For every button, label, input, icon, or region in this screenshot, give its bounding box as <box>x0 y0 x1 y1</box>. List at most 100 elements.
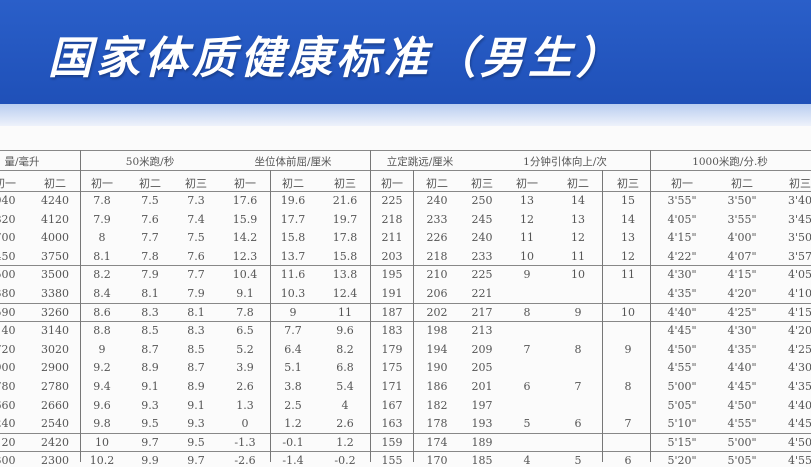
table-cell: 10 <box>571 268 585 282</box>
table-cell: 2780 <box>41 380 69 393</box>
table-cell: 8.4 <box>93 287 111 300</box>
table-cell: 7.8 <box>141 249 159 263</box>
column-header: 初一 <box>381 177 403 190</box>
table-cell: 9.7 <box>187 454 205 467</box>
table-cell: 3750 <box>41 249 69 263</box>
group-header: 50米跑/秒 <box>125 156 175 168</box>
table-cell: 7.9 <box>141 268 159 282</box>
table-cell: 660 <box>0 398 16 412</box>
table-cell: 250 <box>471 194 493 207</box>
table-cell: 13.8 <box>332 268 358 282</box>
table-cell: 120 <box>0 435 16 449</box>
table-cell: 9.5 <box>187 435 205 449</box>
table-cell: 8.3 <box>187 324 205 338</box>
row-divider <box>0 321 811 323</box>
table-cell: 198 <box>426 324 448 338</box>
table-cell: 11 <box>338 305 352 319</box>
table-cell: 9.3 <box>141 398 159 412</box>
table-cell: 189 <box>471 435 493 449</box>
table-cell: 201 <box>471 380 493 393</box>
table-cell: 4'35" <box>727 342 757 356</box>
table-cell: 7.8 <box>236 305 254 319</box>
group-header: 1000米跑/分.秒 <box>692 156 768 168</box>
column-header: 初二 <box>139 177 161 190</box>
column-divider <box>650 150 651 462</box>
table-cell: 9.7 <box>141 435 159 449</box>
table-cell: 9.6 <box>336 324 354 338</box>
table-cell: 8.8 <box>93 324 111 338</box>
title-banner: 国家体质健康标准（男生） <box>0 0 811 104</box>
table-cell: 225 <box>381 194 403 207</box>
table-cell: 174 <box>426 435 448 449</box>
table-cell: 13.7 <box>280 249 306 263</box>
table-cell: 187 <box>381 305 403 319</box>
table-cell: 17.6 <box>232 194 258 207</box>
column-header: 初三 <box>789 177 811 190</box>
table-cell: 11 <box>621 268 635 282</box>
table-cell: 7.9 <box>93 212 111 226</box>
table-cell: 8.1 <box>93 249 111 263</box>
table-cell: 7.6 <box>187 249 205 263</box>
table-cell: 2.5 <box>284 398 302 412</box>
table-cell: 8.9 <box>141 361 159 375</box>
table-cell: 4'55" <box>727 417 757 431</box>
table-cell: 11 <box>520 231 534 245</box>
column-divider <box>270 170 271 462</box>
table-cell: 14 <box>621 212 635 226</box>
table-cell: 159 <box>381 435 403 449</box>
table-cell: 5.2 <box>236 342 254 356</box>
table-cell: 8 <box>98 231 106 245</box>
table-cell: 4'45" <box>667 324 697 338</box>
table-cell: 2.6 <box>236 380 254 393</box>
table-cell: 3500 <box>41 268 69 282</box>
table-cell: 2900 <box>41 361 69 375</box>
table-cell: 4'25 <box>787 342 811 356</box>
table-cell: 8.1 <box>187 305 205 319</box>
table-cell: 202 <box>426 305 448 319</box>
table-cell: 7 <box>523 342 531 356</box>
table-cell: 5 <box>574 454 582 467</box>
table-cell: 4'07" <box>727 249 757 263</box>
table-cell: 5 <box>523 417 531 431</box>
table-cell: 8 <box>523 305 531 319</box>
table-cell: 217 <box>471 305 493 319</box>
table-cell: 9 <box>289 305 297 319</box>
table-cell: 9.1 <box>236 287 254 300</box>
table-cell: 4'20 <box>787 324 811 338</box>
table-cell: 5'00" <box>727 435 757 449</box>
table-cell: 4'00" <box>727 231 757 245</box>
table-cell: 4'50 <box>787 435 811 449</box>
table-cell: 218 <box>426 249 448 263</box>
table-cell: -1.4 <box>282 454 304 467</box>
table-cell: 590 <box>0 305 16 319</box>
table-cell: 8.2 <box>336 342 354 356</box>
table-cell: 4'40" <box>667 305 697 319</box>
row-divider <box>0 451 811 453</box>
table-cell: 6.5 <box>236 324 254 338</box>
table-cell: 233 <box>471 249 493 263</box>
table-cell: 7.6 <box>141 212 159 226</box>
table-cell: 3'57 <box>787 249 811 263</box>
table-cell: 5.4 <box>336 380 354 393</box>
table-cell: 2660 <box>41 398 69 412</box>
table-cell: 9.8 <box>93 417 111 431</box>
table-cell: 205 <box>471 361 493 375</box>
table-cell: 8.3 <box>141 305 159 319</box>
table-cell: 14 <box>571 194 585 207</box>
table-cell: 4240 <box>41 194 69 207</box>
table-cell: 450 <box>0 249 16 263</box>
column-divider <box>80 150 81 462</box>
table-cell: 203 <box>381 249 403 263</box>
table-cell: 240 <box>0 417 16 431</box>
table-cell: 1.2 <box>336 435 354 449</box>
table-cell: 3260 <box>41 305 69 319</box>
table-cell: 9.2 <box>93 361 111 375</box>
table-cell: 720 <box>0 342 16 356</box>
table-cell: 9 <box>523 268 531 282</box>
table-cell: 221 <box>471 287 493 300</box>
column-header: 初三 <box>334 177 356 190</box>
table-cell: 183 <box>381 324 403 338</box>
column-header: 初二 <box>567 177 589 190</box>
table-cell: 4'40 <box>787 398 811 412</box>
table-cell: 5'05" <box>727 454 757 467</box>
